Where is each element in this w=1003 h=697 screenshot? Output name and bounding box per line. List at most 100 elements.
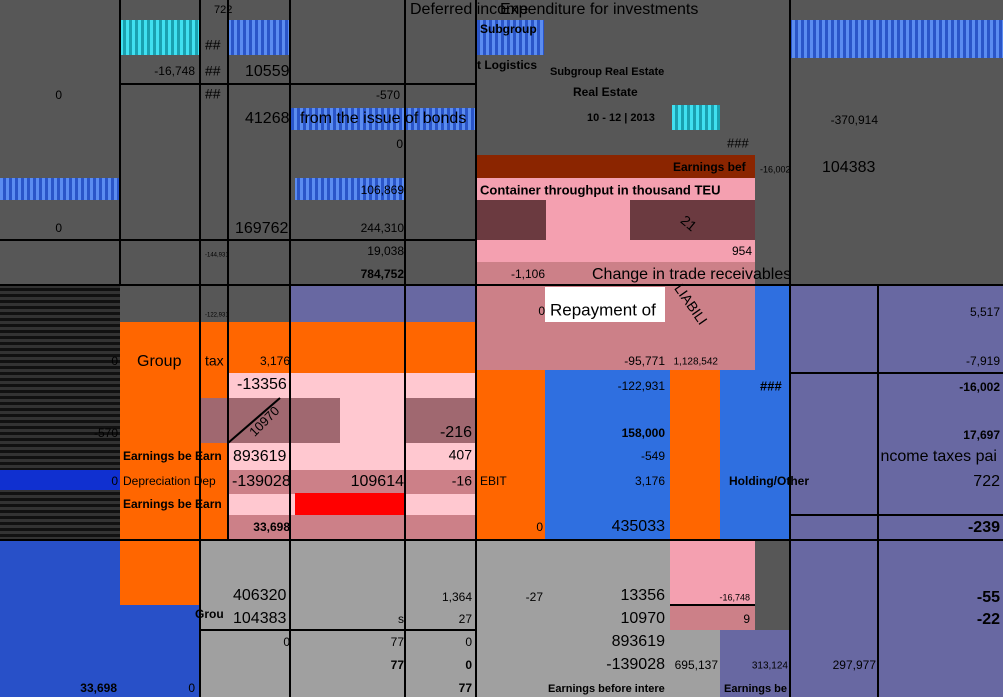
cell-text: 106,869 xyxy=(361,183,405,197)
cell-text: Depreciation Dep xyxy=(123,474,216,488)
cell-text: t Logistics xyxy=(477,58,537,72)
cell-text: -122,931 xyxy=(205,313,229,319)
cell-text: -16 xyxy=(452,473,472,489)
cell-text: 695,137 xyxy=(675,658,719,672)
cell-text: -549 xyxy=(641,449,665,463)
cell-text: -22 xyxy=(977,611,1000,628)
cell-text: 407 xyxy=(449,447,473,463)
cell-text: 3,176 xyxy=(260,354,290,368)
cell-text: 722 xyxy=(973,473,1000,490)
cell-text: 722 xyxy=(214,4,232,16)
cell-text: -216 xyxy=(440,424,472,441)
cell-text: 19,038 xyxy=(367,244,404,258)
cell-text: -239 xyxy=(968,519,1000,536)
cell-text: Repayment of xyxy=(550,300,656,319)
cell-text: Change in trade receivables xyxy=(592,266,791,283)
cell-text: 9 xyxy=(743,612,750,626)
cell-text: Earnings be Earn xyxy=(123,449,222,463)
cell-text: Deferred income xyxy=(410,1,528,18)
cell-text: 27 xyxy=(459,612,473,626)
cell-text: 0 xyxy=(396,137,403,151)
cell-text: from the issue of bonds xyxy=(300,110,466,127)
cell-text: 0 xyxy=(111,474,118,488)
cell-text: Real Estate xyxy=(573,85,638,99)
cell-text: -16,748 xyxy=(719,592,750,602)
cell-text: 1,128,542 xyxy=(674,357,719,368)
cell-text: EBIT xyxy=(480,474,507,488)
cell-text: -1,106 xyxy=(511,267,545,281)
cell-text: 954 xyxy=(732,244,752,258)
cell-text: ## xyxy=(205,86,221,102)
cell-text: 435033 xyxy=(612,518,665,535)
cell-text: 0 xyxy=(538,304,545,318)
cell-text: Expenditure for investments xyxy=(500,1,698,18)
cell-text: 104383 xyxy=(822,159,875,176)
cell-text: 784,752 xyxy=(361,267,405,281)
cell-text: 10970 xyxy=(621,610,666,627)
cell-text: 297,977 xyxy=(833,658,877,672)
cell-text: 893619 xyxy=(612,633,665,650)
cell-text: -122,931 xyxy=(618,379,666,393)
cell-text: 158,000 xyxy=(622,426,666,440)
cell-text: -16,002 xyxy=(959,380,1000,394)
cell-text: s xyxy=(398,612,404,626)
cell-text: 10559 xyxy=(245,63,290,80)
cell-text: Earnings bef xyxy=(673,160,747,174)
cell-text: 0 xyxy=(465,658,472,672)
cell-text: Subgroup Real Estate xyxy=(550,66,664,78)
cell-text: -16,748 xyxy=(154,64,195,78)
cell-text: Grou xyxy=(195,607,224,621)
cell-text: 41268 xyxy=(245,110,290,127)
cell-text: 0 xyxy=(283,635,290,649)
cell-text: ### xyxy=(760,378,782,393)
cell-text: Group xyxy=(137,353,182,370)
cell-text: -139028 xyxy=(606,656,665,673)
cell-text: 0 xyxy=(536,520,543,534)
cell-text: 77 xyxy=(459,681,473,695)
cell-text: Holding/Other xyxy=(729,474,809,488)
cell-text: -7,919 xyxy=(966,354,1000,368)
cell-text: 104383 xyxy=(233,610,286,627)
cell-text: 0 xyxy=(465,635,472,649)
cell-text: 169762 xyxy=(235,220,288,237)
cell-text: 1,364 xyxy=(442,590,472,604)
cell-text: 5,517 xyxy=(970,305,1000,319)
cell-text: -95,771 xyxy=(624,354,665,368)
cell-text: ## xyxy=(205,63,221,79)
cell-text: 33,698 xyxy=(253,520,290,534)
cell-text: Income taxes pai xyxy=(876,448,997,465)
cell-text: ### xyxy=(727,135,749,150)
cell-text: 244,310 xyxy=(361,221,405,235)
cell-text: -570 xyxy=(376,88,400,102)
cell-text: 17,697 xyxy=(963,428,1000,442)
cell-text: Earnings be xyxy=(724,683,787,695)
cell-text: 109614 xyxy=(351,473,404,490)
cell-text: -144,931 xyxy=(205,253,229,259)
cell-text: -370,914 xyxy=(831,113,879,127)
cell-text: -13356 xyxy=(237,376,287,393)
cell-text: 77 xyxy=(391,658,405,672)
cell-text: Subgroup xyxy=(480,22,537,36)
cell-text: -16,002 xyxy=(760,164,791,174)
cell-text: 0 xyxy=(188,681,195,695)
cell-text: Container throughput in thousand TEU xyxy=(480,182,720,197)
cell-text: 0 xyxy=(55,221,62,235)
cell-text: 10 - 12 | 2013 xyxy=(587,112,655,124)
cell-text: 0 xyxy=(111,354,118,368)
cell-text: -570 xyxy=(94,426,118,440)
cell-text: Earnings be Earn xyxy=(123,497,222,511)
cell-text: ## xyxy=(205,37,221,53)
cell-text: Earnings before intere xyxy=(548,683,665,695)
cell-text: 77 xyxy=(391,635,405,649)
cell-text: 313,124 xyxy=(752,661,789,672)
cell-text: 893619 xyxy=(233,448,286,465)
cell-text: 13356 xyxy=(621,587,666,604)
cell-text: -55 xyxy=(977,589,1000,606)
cell-text: -139028 xyxy=(232,473,291,490)
cell-text: 3,176 xyxy=(635,474,665,488)
cell-text: 0 xyxy=(55,88,62,102)
cell-text: 406320 xyxy=(233,587,286,604)
